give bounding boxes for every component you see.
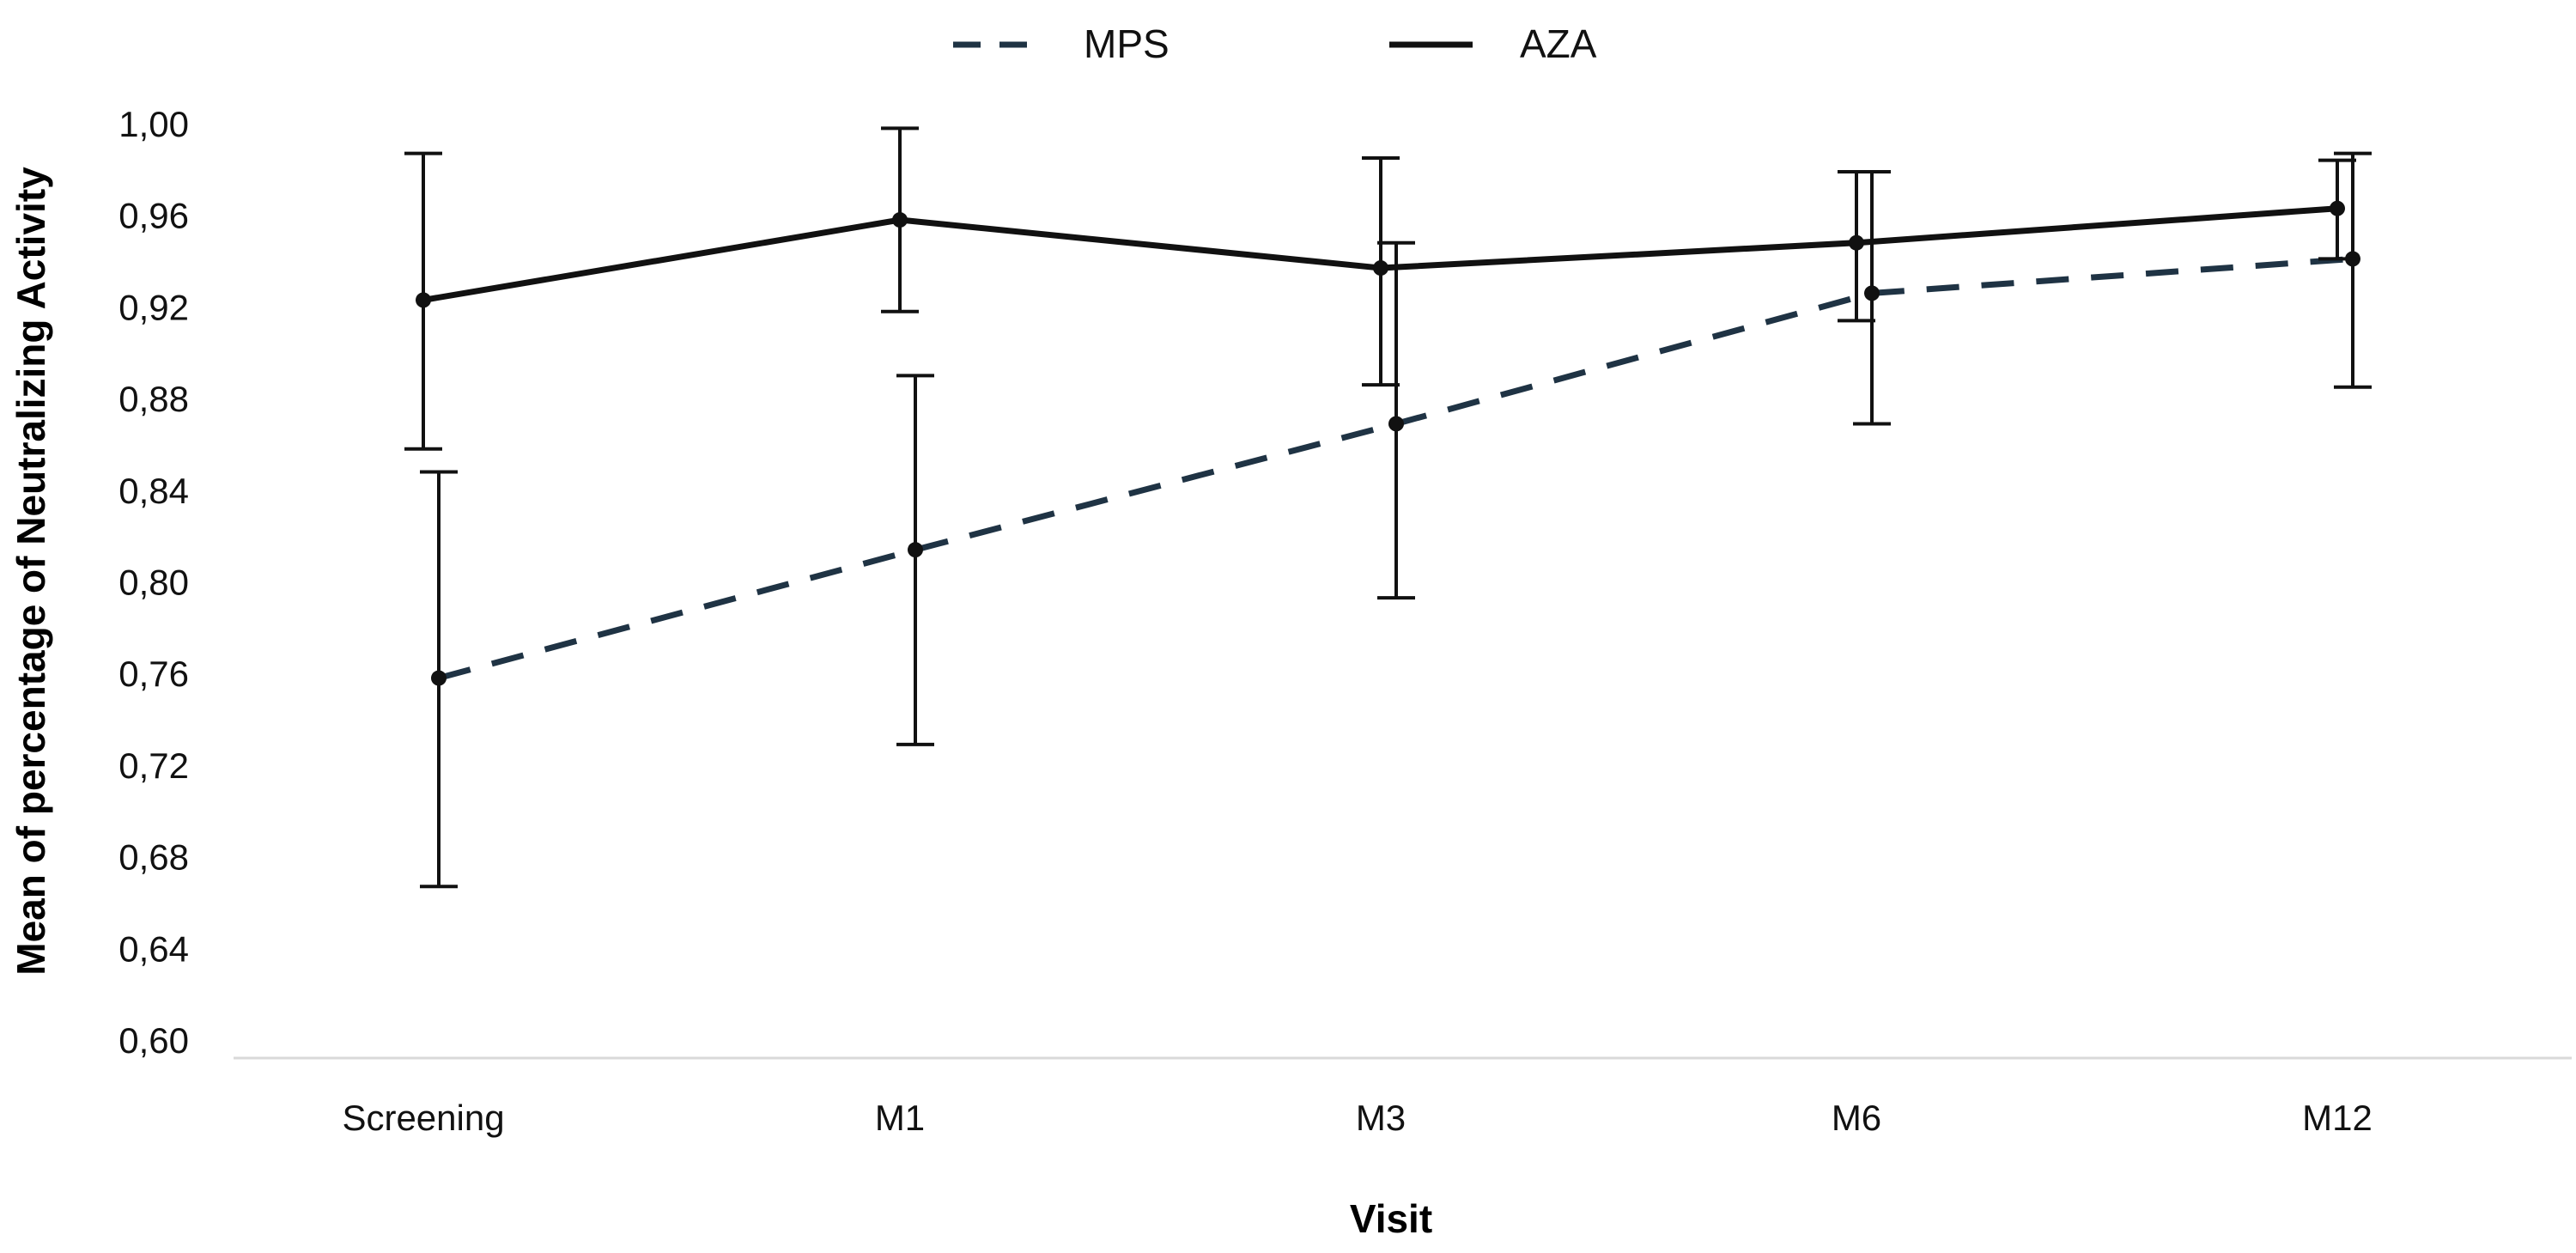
x-tick-label: M6 (1832, 1098, 1881, 1138)
data-point (908, 542, 923, 558)
x-tick-label: M12 (2302, 1098, 2372, 1138)
y-tick-label: 0,68 (118, 837, 189, 878)
y-tick-label: 0,84 (118, 471, 189, 511)
data-point (431, 670, 447, 686)
y-tick-label: 0,80 (118, 563, 189, 603)
data-point (1388, 416, 1404, 432)
y-tick-label: 0,64 (118, 928, 189, 969)
data-point (1373, 260, 1388, 277)
data-point (2330, 200, 2345, 216)
legend: MPS AZA (953, 21, 1597, 66)
data-point (892, 212, 908, 228)
legend-item-mps: MPS (953, 21, 1170, 66)
series-mps (420, 151, 2372, 889)
x-tick-label: Screening (342, 1098, 504, 1138)
legend-item-aza: AZA (1389, 21, 1597, 66)
y-tick-label: 0,96 (118, 196, 189, 236)
x-tick-label: M3 (1356, 1098, 1406, 1138)
axes-layer: 0,60 0,64 0,68 0,72 0,76 0,80 0,84 0,88 0,92 0,96… (118, 104, 2572, 1138)
y-tick-label: 0,60 (118, 1020, 189, 1061)
legend-label: MPS (1084, 21, 1170, 66)
data-point (416, 292, 431, 308)
y-tick-label: 0,92 (118, 287, 189, 327)
x-tick-label: M1 (875, 1098, 925, 1138)
y-axis-title: Mean of percentage of Neutralizing Activ… (9, 167, 53, 976)
error-bar (2334, 151, 2372, 389)
error-bar (896, 374, 934, 746)
y-tick-label: 1,00 (118, 104, 189, 144)
x-axis-title: Visit (1350, 1196, 1432, 1241)
y-tick-label: 0,76 (118, 654, 189, 694)
y-tick-label: 0,88 (118, 379, 189, 419)
y-tick-label: 0,72 (118, 745, 189, 786)
legend-label: AZA (1520, 21, 1597, 66)
series-layer (404, 126, 2372, 889)
data-point (1849, 234, 1864, 251)
series-aza (404, 126, 2356, 451)
data-point (1864, 285, 1880, 301)
